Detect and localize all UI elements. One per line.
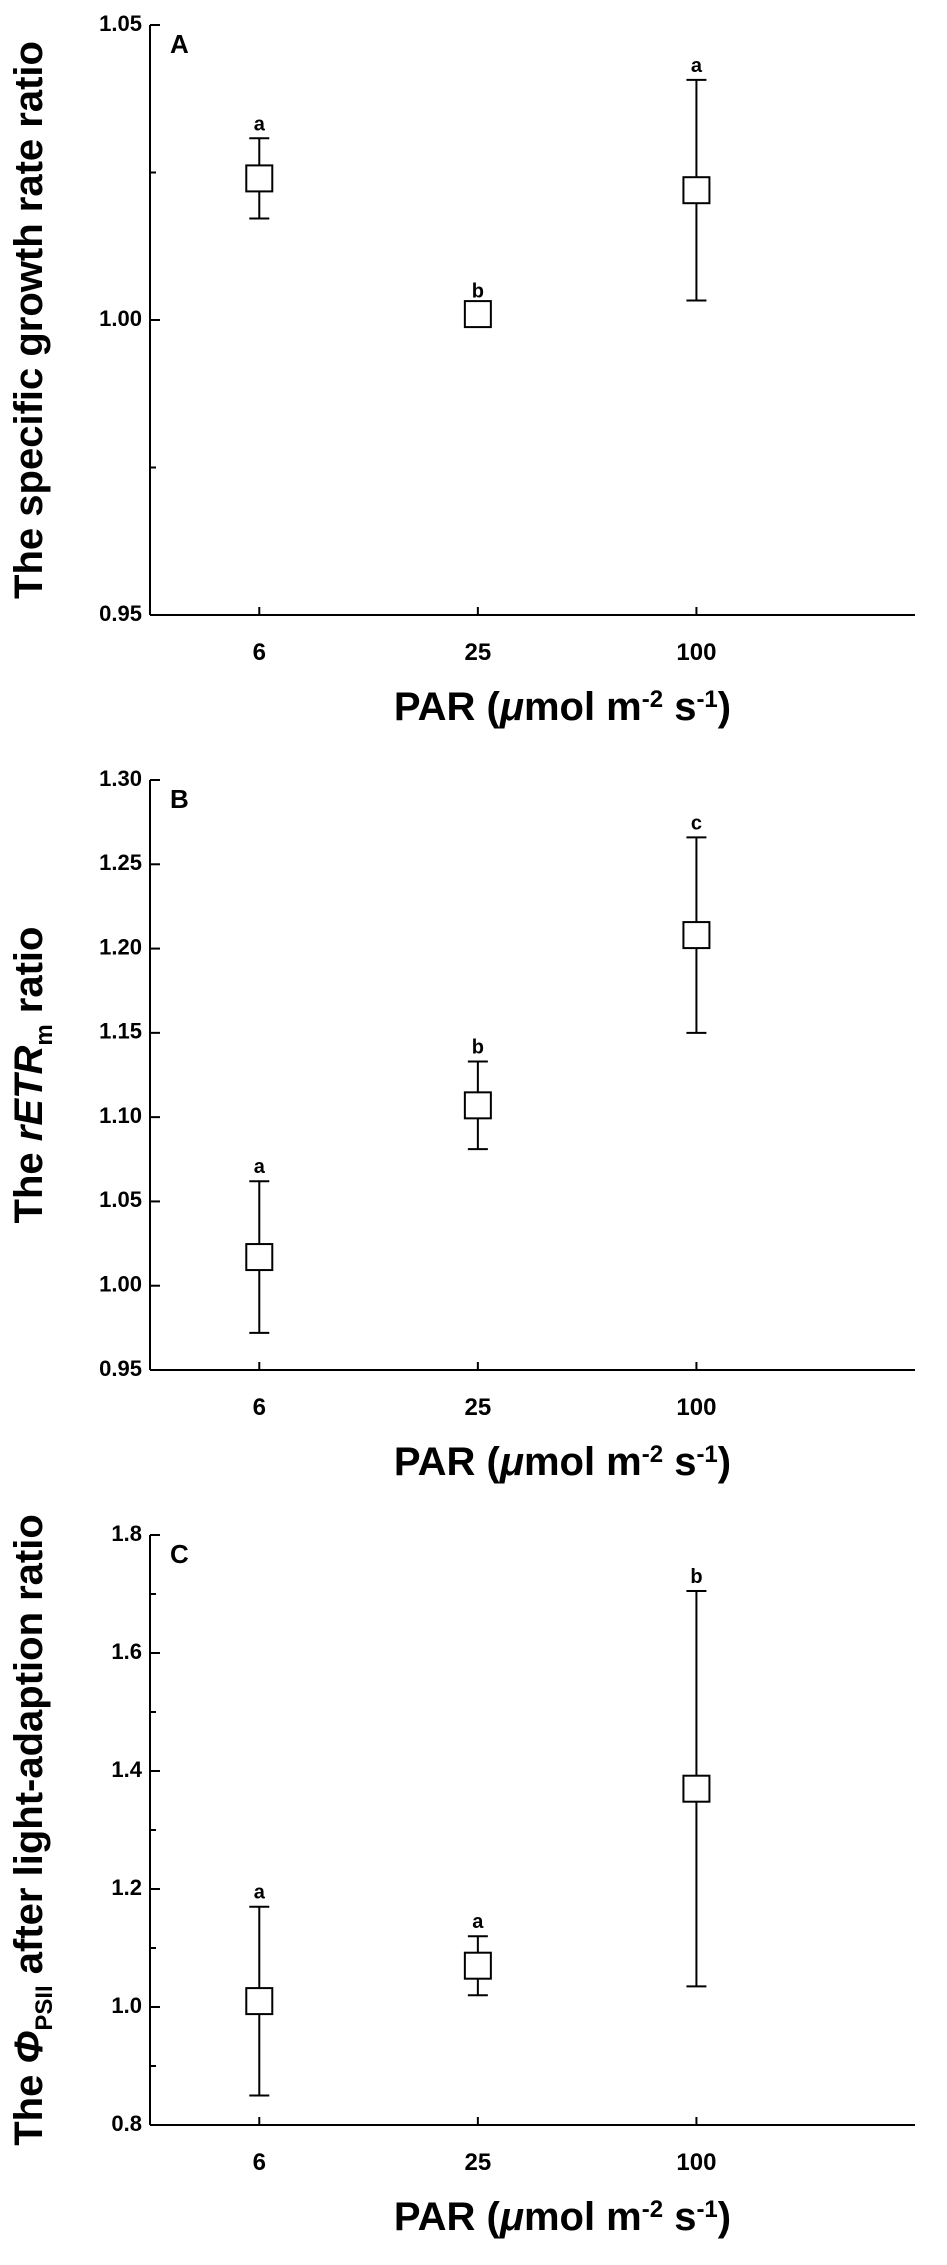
x-tick-label: 100 (676, 1394, 716, 1421)
marker (463, 1951, 492, 1980)
marker (463, 300, 492, 329)
label-part: -2 (642, 2196, 663, 2223)
label-part: -2 (642, 1441, 663, 1468)
marker (245, 1987, 274, 2016)
x-axis-title: PAR (μmol m-2 s-1) (394, 685, 731, 729)
label-part: The (7, 1141, 51, 1223)
y-tick-label: 1.4 (111, 1757, 142, 1782)
panel-label: B (170, 784, 189, 814)
marker (245, 1243, 274, 1272)
y-tick-label: 1.15 (99, 1019, 142, 1044)
label-part: ratio (7, 927, 51, 1025)
label-part: mol m (524, 2195, 642, 2239)
label-part: s (663, 2195, 696, 2239)
y-axis-title: The rETRm ratio (7, 927, 58, 1224)
label-part: rETR (7, 1046, 51, 1142)
y-tick-label: 1.05 (99, 1187, 142, 1212)
label-part: μ (499, 1440, 524, 1484)
label-part: PAR ( (394, 685, 501, 729)
label-part: PAR ( (394, 2195, 501, 2239)
label-part: s (663, 1440, 696, 1484)
x-tick-label: 100 (676, 639, 716, 666)
y-tick-label: 1.10 (99, 1103, 142, 1128)
y-tick-label: 1.25 (99, 850, 142, 875)
significance-label: b (690, 1566, 702, 1588)
y-axis-title: The ΦPSII after light-adaption ratio (7, 1514, 58, 2146)
label-part: PAR ( (394, 1440, 501, 1484)
label-part: after light-adaption ratio (7, 1514, 51, 1985)
marker (682, 1774, 711, 1803)
significance-label: b (472, 1037, 484, 1059)
significance-label: a (691, 55, 703, 77)
label-part: -2 (642, 686, 663, 713)
marker (463, 1091, 492, 1120)
x-axis-title: PAR (μmol m-2 s-1) (394, 2195, 731, 2239)
x-tick-label: 25 (465, 639, 492, 666)
label-part: s (663, 685, 696, 729)
significance-label: c (691, 812, 702, 834)
y-tick-label: 1.00 (99, 306, 142, 331)
label-part: -1 (696, 686, 717, 713)
label-part: ) (718, 685, 731, 729)
x-tick-label: 6 (253, 2149, 266, 2176)
label-part: μ (499, 2195, 524, 2239)
significance-label: a (472, 1911, 484, 1933)
label-part: μ (499, 685, 524, 729)
significance-label: b (472, 280, 484, 302)
y-tick-label: 1.6 (111, 1639, 142, 1664)
y-axis-title: The specific growth rate ratio (7, 41, 51, 599)
label-part: m (31, 1024, 58, 1045)
significance-label: a (254, 1156, 266, 1178)
marker (682, 921, 711, 950)
significance-label: a (254, 113, 266, 135)
x-tick-label: 6 (253, 1394, 266, 1421)
y-tick-label: 1.30 (99, 766, 142, 791)
label-part: The (7, 2064, 51, 2146)
y-tick-label: 1.8 (111, 1521, 142, 1546)
label-part: ) (718, 1440, 731, 1484)
marker (682, 176, 711, 205)
y-tick-label: 1.00 (99, 1272, 142, 1297)
x-axis-title: PAR (μmol m-2 s-1) (394, 1440, 731, 1484)
y-tick-label: 0.95 (99, 601, 142, 626)
label-part: ) (718, 2195, 731, 2239)
x-tick-label: 25 (465, 2149, 492, 2176)
label-part: -1 (696, 1441, 717, 1468)
label-part: Φ (7, 2031, 51, 2064)
panel-label: C (170, 1539, 189, 1569)
label-part: mol m (524, 1440, 642, 1484)
y-tick-label: 1.20 (99, 934, 142, 959)
significance-label: a (254, 1882, 266, 1904)
y-tick-label: 1.2 (111, 1875, 142, 1900)
y-tick-label: 0.95 (99, 1356, 142, 1381)
label-part: mol m (524, 685, 642, 729)
label-part: -1 (696, 2196, 717, 2223)
marker (245, 164, 274, 193)
y-tick-label: 0.8 (111, 2111, 142, 2136)
y-tick-label: 1.05 (99, 11, 142, 36)
panel-label: A (170, 29, 189, 59)
x-tick-label: 6 (253, 639, 266, 666)
x-tick-label: 25 (465, 1394, 492, 1421)
label-part: The specific growth rate ratio (7, 41, 51, 599)
label-part: PSII (31, 1985, 58, 2030)
x-tick-label: 100 (676, 2149, 716, 2176)
y-tick-label: 1.0 (111, 1993, 142, 2018)
